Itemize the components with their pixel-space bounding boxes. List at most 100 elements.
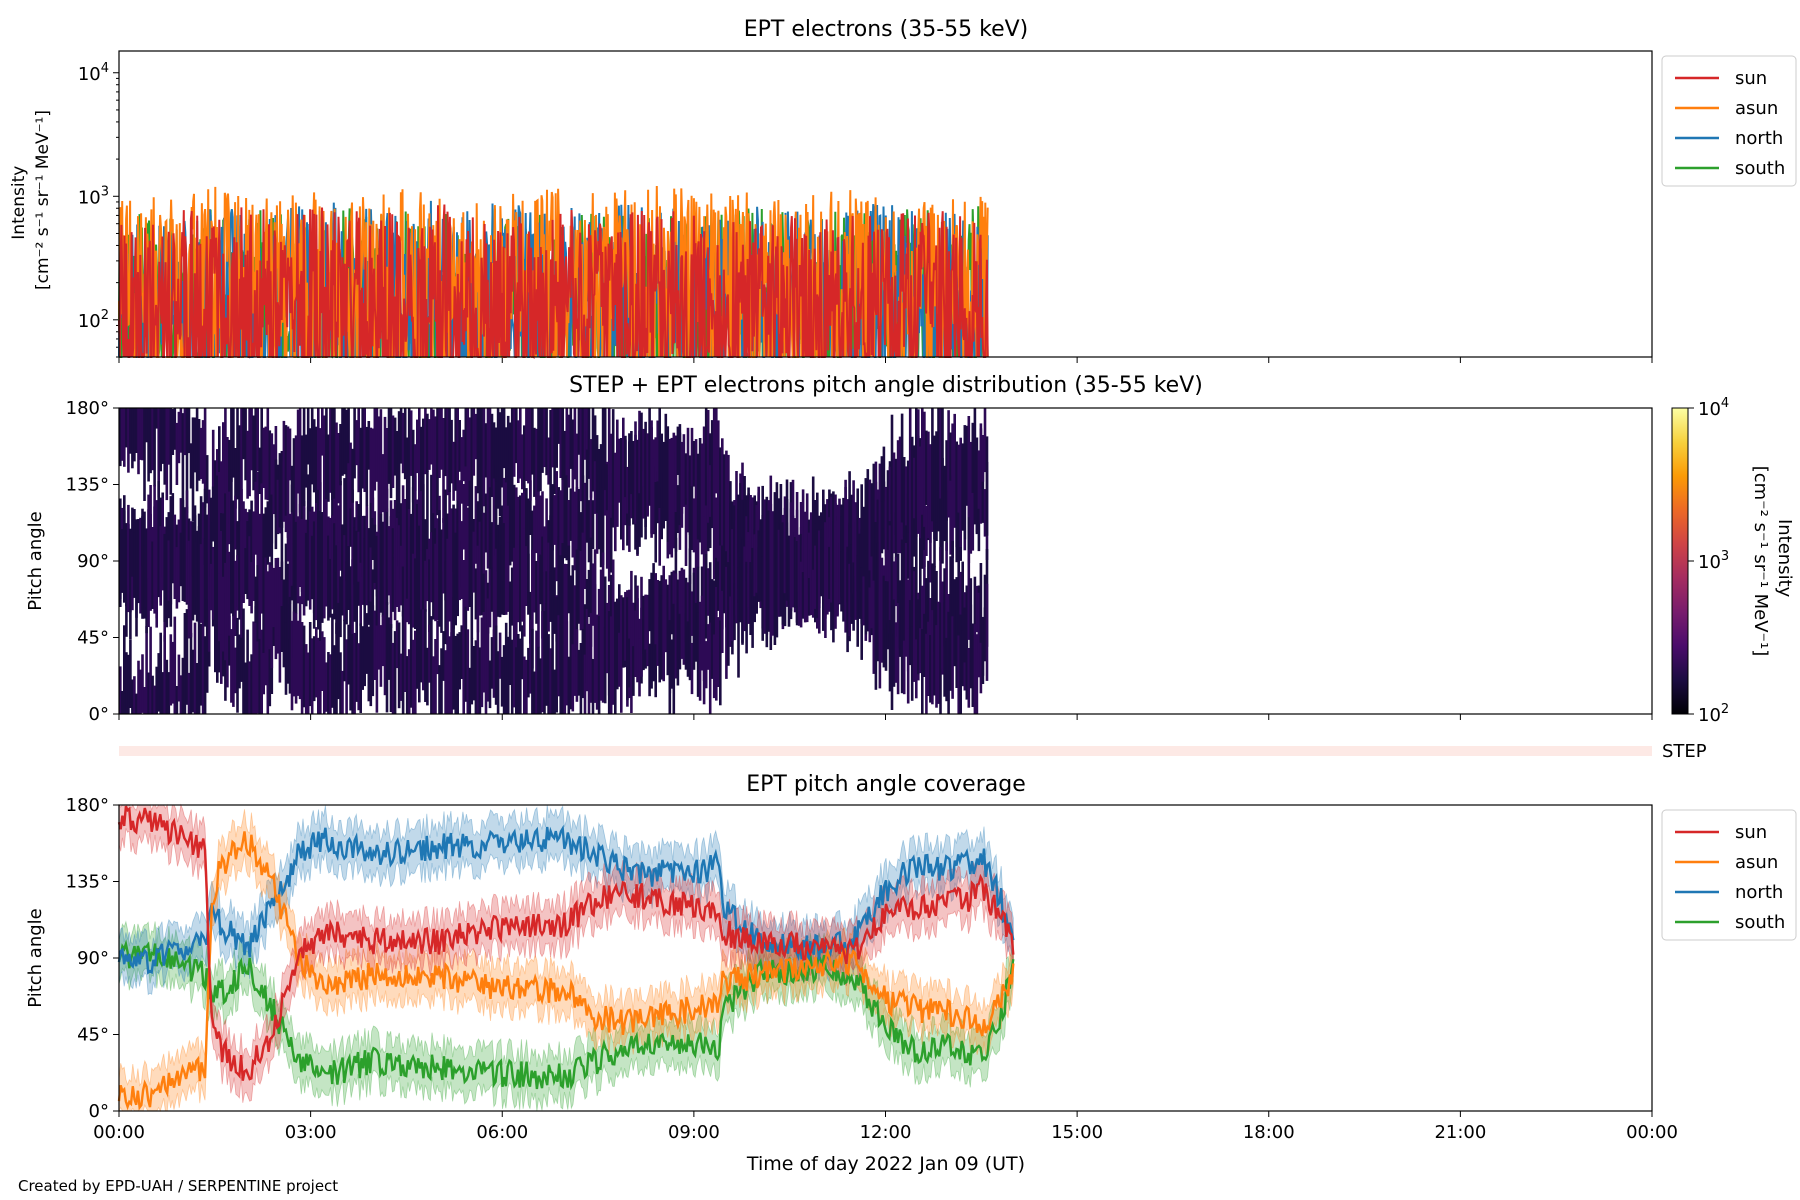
pad-cell [710, 480, 714, 529]
pad-cell [939, 474, 942, 561]
pad-y-tick-label: 90° [77, 551, 109, 572]
pad-cell [684, 613, 688, 670]
pad-cell [712, 408, 716, 519]
pad-cell [349, 442, 352, 509]
pad-cell [577, 408, 581, 455]
pad-cell [589, 439, 593, 498]
pad-cell [246, 430, 249, 499]
pad-cell [436, 521, 439, 613]
pad-cell [377, 609, 381, 670]
pad-cell [155, 500, 158, 619]
pad-cell [923, 411, 926, 527]
pad-cell [674, 435, 678, 512]
pad-cell [488, 408, 492, 488]
pad-cell [298, 596, 302, 700]
pad-cell [902, 457, 906, 537]
pad-cell [203, 408, 207, 508]
pad-cell [149, 485, 152, 586]
pad-cell [957, 501, 960, 553]
intensity-legend[interactable]: sun asun north south [1661, 55, 1797, 187]
pad-cell [466, 408, 470, 507]
pad-cell [434, 639, 437, 714]
pad-cell [783, 514, 787, 592]
pad-cell [252, 415, 255, 491]
pad-cell [444, 489, 447, 601]
pad-cell [159, 632, 162, 714]
pad-cell [157, 653, 160, 712]
pad-cell [983, 408, 987, 473]
pad-cell [529, 408, 532, 501]
pad-cell [763, 531, 767, 634]
pad-cell [767, 521, 771, 632]
intensity-legend-label: south [1735, 158, 1785, 179]
pad-ylabel: Pitch angle [25, 511, 46, 610]
pad-cell [824, 553, 827, 638]
pad-y-tick-label: 45° [77, 628, 109, 649]
pad-cell [779, 524, 783, 612]
pad-cell [161, 497, 164, 591]
pad-cell [339, 481, 342, 571]
pad-cell [579, 512, 583, 566]
pad-cell [292, 611, 296, 697]
pad-y-tick-label: 180° [66, 398, 109, 419]
pad-cell [282, 420, 286, 522]
pad-cell [250, 562, 253, 614]
pad-cell [919, 628, 922, 674]
pad-cell [367, 626, 371, 702]
pad-cell [614, 452, 617, 501]
pad-cell [310, 638, 314, 714]
pad-cell [862, 576, 865, 626]
pad-cell [557, 487, 560, 551]
pad-cell [323, 415, 326, 505]
coverage-legend-label: south [1735, 912, 1785, 933]
pad-cell [977, 450, 981, 509]
coverage-y-tick-label: 90° [77, 948, 109, 969]
pad-cell [822, 550, 825, 626]
pad-cell [543, 611, 546, 714]
pad-cell [452, 510, 455, 629]
pad-cell [361, 626, 364, 690]
pad-cell [555, 597, 558, 713]
coverage-legend[interactable]: sun asun north south [1661, 809, 1797, 941]
pad-cell [466, 521, 470, 611]
pad-cell [197, 419, 201, 481]
pad-cell [541, 408, 544, 473]
pad-cell [811, 569, 815, 618]
pad-cell [131, 679, 134, 714]
pad-cell [428, 559, 431, 632]
pad-cell [721, 529, 724, 630]
pad-cell [226, 463, 229, 582]
pad-cell [391, 528, 395, 612]
pad-colorbar-ticks: 102 103 104 [1688, 396, 1729, 726]
pad-cell [357, 408, 360, 493]
pad-cell [860, 484, 863, 589]
pad-cell [733, 522, 736, 616]
pad-cell [581, 532, 585, 650]
pad-cell [601, 470, 605, 565]
pad-cell [478, 408, 482, 487]
pad-cell [335, 545, 338, 634]
pad-cell [686, 427, 690, 498]
pad-cell [933, 435, 936, 540]
pad-cell [480, 540, 484, 616]
pad-cell [547, 634, 550, 714]
pad-cell [670, 639, 674, 689]
pad-cell [941, 593, 944, 669]
step-band-label: STEP [1662, 741, 1707, 762]
pad-cell [886, 581, 890, 650]
pad-cell [951, 423, 954, 476]
pad-cell [345, 490, 348, 581]
pad-cell [658, 617, 661, 683]
pad-cell [801, 489, 805, 597]
pad-cell [502, 645, 506, 714]
pad-cell [749, 495, 752, 553]
pad-cell [222, 576, 225, 652]
pad-cell [961, 561, 964, 634]
pad-cell [377, 512, 381, 615]
pad-cell [141, 516, 144, 619]
pad-cell [581, 475, 585, 577]
pad-cell [207, 497, 211, 555]
pad-cell [894, 556, 898, 607]
pad-cell [860, 567, 863, 660]
pad-cell [906, 579, 910, 672]
